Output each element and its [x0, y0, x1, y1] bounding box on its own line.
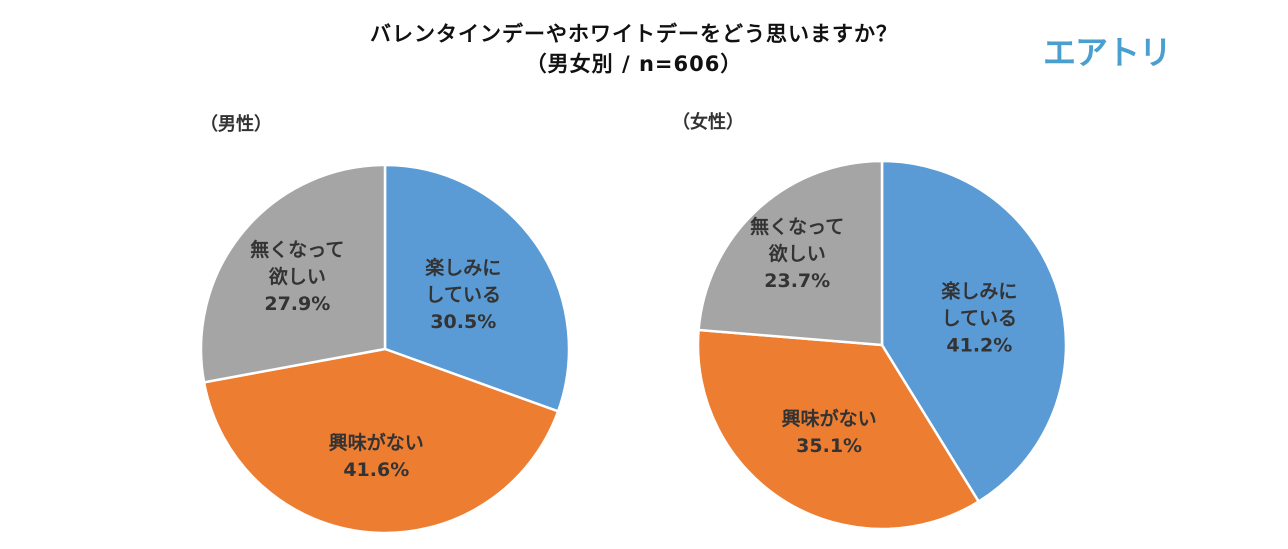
data-label-enjoy: している: [426, 284, 501, 306]
data-label-value-no-interest: 35.1%: [796, 435, 862, 457]
pie-slice-enjoy: [880, 159, 1068, 504]
data-label-no-interest: 興味がない: [329, 431, 424, 454]
pie-slice-enjoy: [383, 163, 571, 413]
data-label-enjoy: している: [942, 307, 1017, 329]
data-label-want-gone: 無くなって: [250, 238, 344, 261]
data-label-want-gone: 欲しい: [268, 265, 326, 288]
logo: エアトリ: [1043, 33, 1172, 72]
pie-slice-no-interest: [202, 347, 560, 535]
female-pie-title: （女性）: [672, 112, 744, 133]
data-label-enjoy: 楽しみに: [425, 256, 501, 279]
data-label-no-interest: 興味がない: [782, 407, 877, 430]
data-label-value-enjoy: 30.5%: [430, 311, 496, 333]
data-label-value-no-interest: 41.6%: [343, 459, 409, 481]
data-label-value-enjoy: 41.2%: [946, 334, 1012, 356]
data-label-enjoy: 楽しみに: [941, 279, 1017, 302]
data-label-value-want-gone: 23.7%: [764, 270, 830, 292]
pie-slice-want-gone: [199, 163, 387, 384]
chart-title: バレンタインデーやホワイトデーをどう思いますか？: [370, 22, 898, 46]
pie-slice-want-gone: [697, 159, 884, 347]
data-label-value-want-gone: 27.9%: [264, 293, 330, 315]
pie-slice-no-interest: [696, 328, 981, 531]
data-label-want-gone: 欲しい: [768, 242, 826, 265]
data-label-want-gone: 無くなって: [750, 215, 844, 238]
male-pie-title: （男性）: [200, 114, 272, 135]
chart-subtitle: （男女別 / n=606）: [525, 52, 743, 76]
